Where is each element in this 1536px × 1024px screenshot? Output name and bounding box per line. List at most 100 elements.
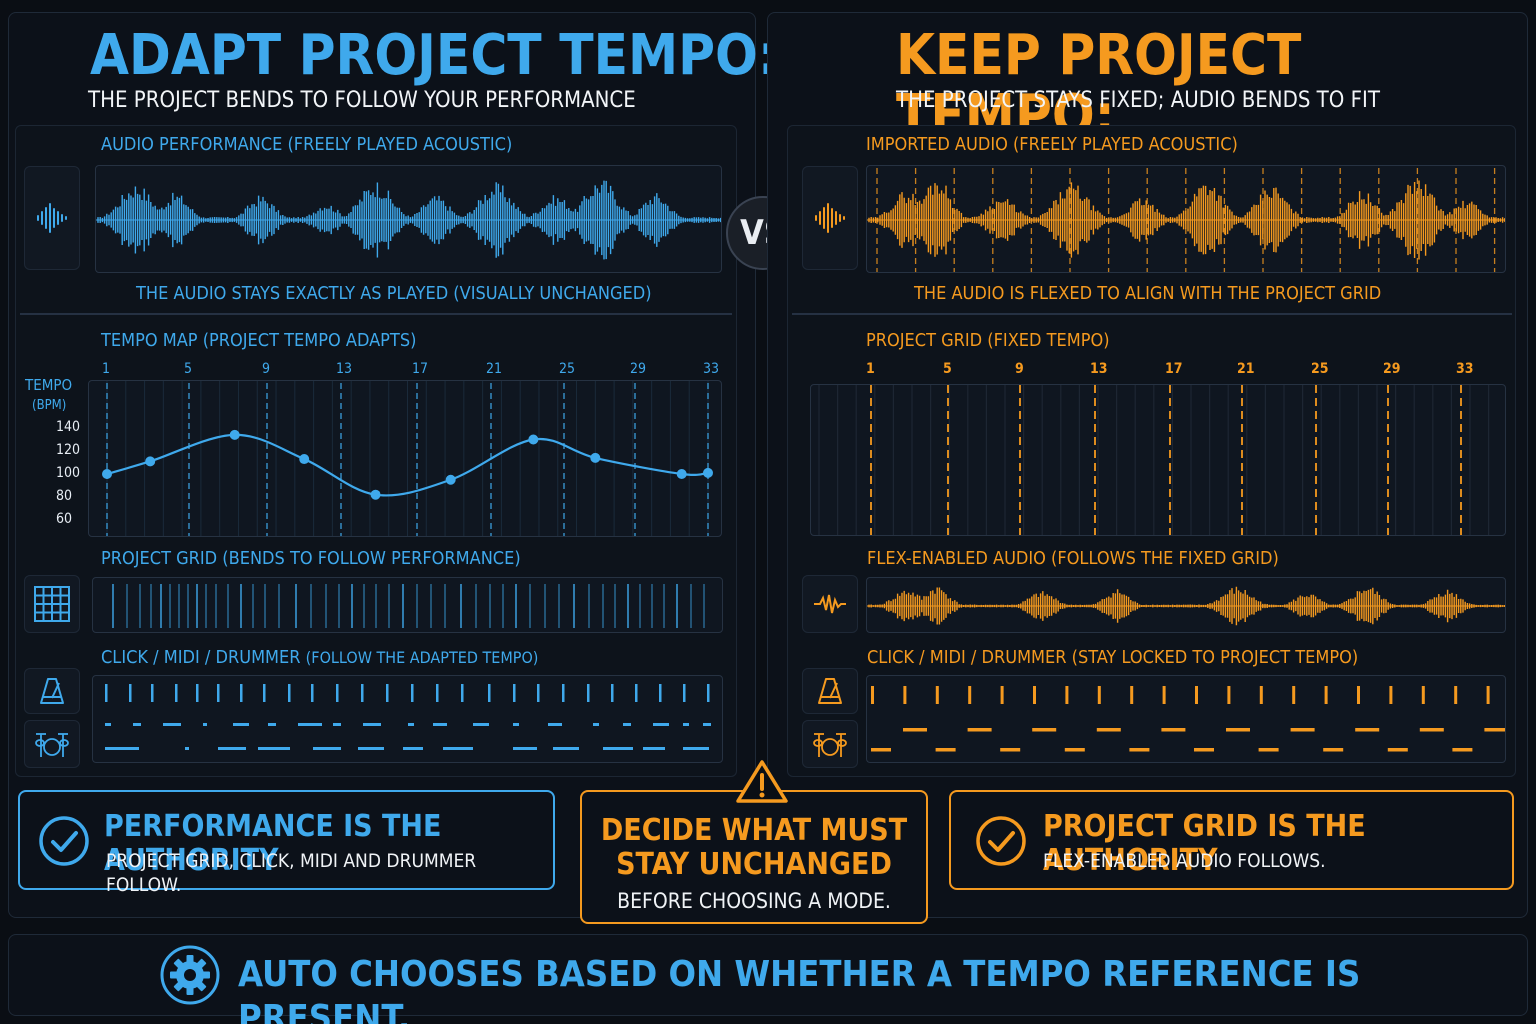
flex-wave-icon bbox=[814, 594, 846, 614]
click-event bbox=[659, 684, 662, 702]
keep-subtitle: THE PROJECT STAYS FIXED; AUDIO BENDS TO … bbox=[896, 88, 1380, 113]
keep-grid-label: PROJECT GRID (FIXED TEMPO) bbox=[866, 330, 1110, 351]
tempo-point[interactable] bbox=[590, 452, 601, 463]
click-event bbox=[707, 684, 710, 702]
tempo-point[interactable] bbox=[370, 489, 381, 500]
click-event bbox=[436, 684, 439, 702]
keep-audio-icon-box bbox=[802, 166, 858, 270]
midi-event bbox=[1226, 728, 1250, 732]
click-event bbox=[1227, 686, 1231, 704]
bar-number: 17 bbox=[412, 361, 429, 377]
click-event bbox=[1357, 686, 1360, 704]
click-event bbox=[1421, 686, 1425, 704]
tempo-curve bbox=[106, 433, 709, 497]
midi-event bbox=[653, 723, 669, 726]
click-event bbox=[1065, 686, 1069, 704]
adapt-click-events bbox=[105, 684, 711, 750]
y-tick-label: 100 bbox=[56, 465, 81, 481]
adapt-audio-track[interactable] bbox=[95, 165, 722, 273]
midi-event bbox=[363, 723, 381, 726]
drum-event bbox=[105, 747, 139, 750]
center-callout: DECIDE WHAT MUST STAY UNCHANGED BEFORE C… bbox=[580, 790, 928, 924]
tempo-point[interactable] bbox=[299, 454, 310, 465]
midi-event bbox=[683, 723, 689, 726]
click-event bbox=[175, 684, 178, 702]
click-event bbox=[903, 686, 907, 704]
click-event bbox=[562, 684, 565, 702]
keep-audio-track[interactable] bbox=[866, 165, 1506, 273]
left-callout-body: PROJECT GRID, CLICK, MIDI AND DRUMMER FO… bbox=[106, 850, 477, 896]
tempo-point[interactable] bbox=[703, 467, 713, 478]
midi-event bbox=[1032, 728, 1057, 732]
tempo-point[interactable] bbox=[102, 469, 112, 479]
drum-event bbox=[1064, 748, 1085, 752]
gear-icon bbox=[160, 945, 220, 1005]
click-event bbox=[336, 684, 339, 702]
keep-click-events bbox=[871, 686, 1505, 752]
adapt-audio-label: AUDIO PERFORMANCE (FREELY PLAYED ACOUSTI… bbox=[101, 134, 513, 155]
click-event bbox=[1195, 686, 1198, 704]
midi-event bbox=[268, 723, 276, 726]
drum-event bbox=[603, 747, 633, 750]
click-event bbox=[635, 684, 638, 702]
click-event bbox=[935, 686, 939, 704]
keep-click-track[interactable] bbox=[866, 675, 1506, 763]
adapt-subtitle: THE PROJECT BENDS TO FOLLOW YOUR PERFORM… bbox=[88, 88, 636, 113]
drums-icon-box-left bbox=[24, 720, 80, 768]
center-callout-body: BEFORE CHOOSING A MODE. bbox=[617, 889, 891, 913]
click-event bbox=[288, 684, 291, 702]
right-callout-head: PROJECT GRID IS THE AUTHORITY bbox=[1043, 809, 1366, 878]
bar-number: 13 bbox=[336, 361, 353, 377]
click-event bbox=[1162, 686, 1166, 704]
adapt-divider bbox=[20, 313, 732, 315]
adapt-grid-lines bbox=[112, 584, 705, 628]
adapt-click-label: CLICK / MIDI / DRUMMER (FOLLOW THE ADAPT… bbox=[101, 647, 538, 669]
waveform-icon bbox=[37, 203, 67, 233]
midi-event bbox=[433, 723, 447, 726]
grid-icon-box bbox=[24, 575, 80, 633]
adapt-grid-track[interactable] bbox=[92, 577, 723, 633]
adapt-click-label-main: CLICK / MIDI / DRUMMER bbox=[101, 647, 301, 668]
adapt-click-track[interactable] bbox=[92, 675, 723, 763]
tempo-point[interactable] bbox=[528, 434, 539, 445]
tempo-axis-title: TEMPO bbox=[25, 376, 73, 394]
adapt-audio-icon-box bbox=[24, 166, 80, 270]
drum-event bbox=[643, 747, 665, 750]
y-tick-label: 80 bbox=[56, 488, 73, 504]
bar-number: 21 bbox=[1237, 361, 1255, 377]
midi-event bbox=[333, 723, 341, 726]
click-event bbox=[196, 684, 199, 702]
metronome-icon bbox=[40, 678, 64, 704]
midi-event bbox=[298, 723, 322, 726]
drum-event bbox=[513, 747, 537, 750]
midi-event bbox=[473, 723, 489, 726]
click-event bbox=[263, 684, 266, 702]
tempo-map-label: TEMPO MAP (PROJECT TEMPO ADAPTS) bbox=[101, 330, 417, 351]
tempo-point[interactable] bbox=[445, 474, 456, 485]
adapt-grid-label: PROJECT GRID (BENDS TO FOLLOW PERFORMANC… bbox=[101, 548, 521, 569]
drum-event bbox=[258, 747, 290, 750]
keep-grid-chart[interactable] bbox=[810, 384, 1506, 536]
tempo-point[interactable] bbox=[676, 469, 687, 479]
drums-icon-box-right bbox=[802, 720, 858, 768]
click-event bbox=[611, 684, 614, 702]
drum-kit-icon bbox=[813, 733, 847, 757]
click-event bbox=[311, 684, 314, 702]
tempo-point[interactable] bbox=[229, 429, 240, 440]
tempo-point[interactable] bbox=[145, 456, 156, 467]
midi-event bbox=[593, 723, 599, 726]
click-event bbox=[1000, 686, 1004, 704]
midi-event bbox=[1096, 728, 1121, 732]
midi-event bbox=[1290, 728, 1315, 732]
check-circle-icon bbox=[976, 816, 1026, 866]
midi-event bbox=[105, 723, 111, 726]
flex-audio-track[interactable] bbox=[866, 577, 1506, 633]
keep-audio-label: IMPORTED AUDIO (FREELY PLAYED ACOUSTIC) bbox=[866, 134, 1238, 155]
click-event bbox=[1292, 686, 1296, 704]
bar-number: 25 bbox=[1311, 361, 1329, 377]
bar-number: 9 bbox=[262, 361, 271, 377]
bar-number: 29 bbox=[1383, 361, 1401, 377]
drum-event bbox=[1387, 748, 1408, 752]
keep-audio-caption: THE AUDIO IS FLEXED TO ALIGN WITH THE PR… bbox=[914, 283, 1382, 304]
tempo-map-chart[interactable] bbox=[88, 380, 722, 537]
